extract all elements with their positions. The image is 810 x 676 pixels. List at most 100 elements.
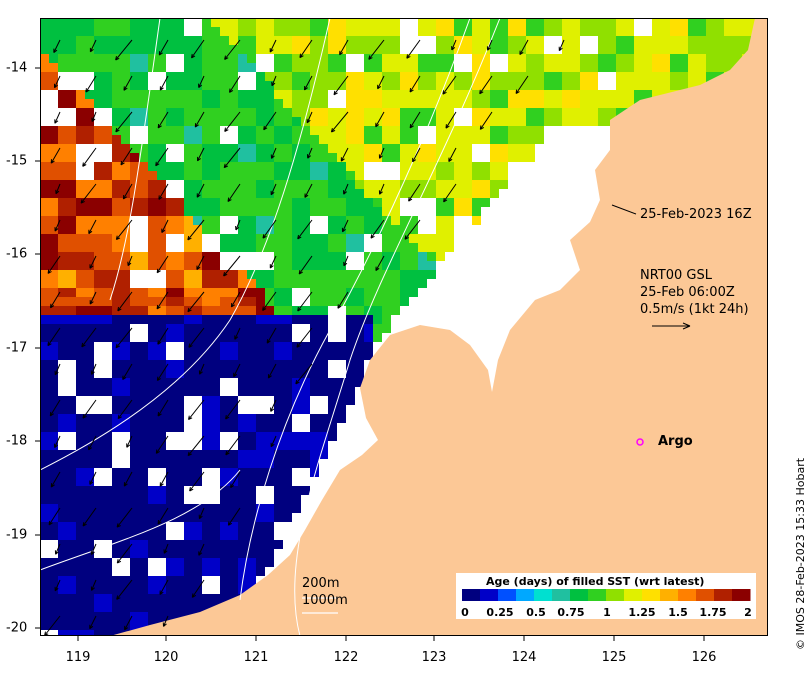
sst-cell xyxy=(193,162,202,171)
sst-cell xyxy=(265,369,274,378)
sst-cell xyxy=(40,54,49,63)
sst-cell xyxy=(112,522,121,531)
sst-cell xyxy=(355,81,364,90)
sst-cell xyxy=(265,549,274,558)
sst-cell xyxy=(193,306,202,315)
sst-cell xyxy=(301,135,310,144)
sst-cell xyxy=(238,333,247,342)
sst-cell xyxy=(175,72,184,81)
sst-cell xyxy=(229,108,238,117)
sst-cell xyxy=(49,288,58,297)
sst-cell xyxy=(373,36,382,45)
sst-cell xyxy=(229,72,238,81)
sst-cell xyxy=(202,396,211,405)
sst-cell xyxy=(310,333,319,342)
sst-cell xyxy=(328,432,337,441)
sst-cell xyxy=(364,18,373,27)
sst-cell xyxy=(220,522,229,531)
sst-cell xyxy=(85,522,94,531)
sst-cell xyxy=(85,297,94,306)
sst-cell xyxy=(166,252,175,261)
sst-cell xyxy=(292,171,301,180)
sst-cell xyxy=(49,18,58,27)
sst-cell xyxy=(391,279,400,288)
sst-cell xyxy=(319,324,328,333)
current-arrow xyxy=(50,147,61,164)
sst-cell xyxy=(382,81,391,90)
sst-cell xyxy=(40,306,49,315)
sst-cell xyxy=(40,162,49,171)
sst-cell xyxy=(112,135,121,144)
sst-cell xyxy=(58,585,67,594)
sst-cell xyxy=(256,144,265,153)
sst-cell xyxy=(193,279,202,288)
sst-cell xyxy=(229,351,238,360)
sst-cell xyxy=(40,324,49,333)
sst-cell xyxy=(364,117,373,126)
sst-cell xyxy=(193,603,202,612)
sst-cell xyxy=(652,90,661,99)
sst-cell xyxy=(229,459,238,468)
sst-cell xyxy=(625,63,634,72)
sst-cell xyxy=(346,108,355,117)
sst-cell xyxy=(364,297,373,306)
sst-cell xyxy=(49,360,58,369)
sst-cell xyxy=(373,279,382,288)
sst-cell xyxy=(337,117,346,126)
sst-cell xyxy=(229,324,238,333)
sst-cell xyxy=(85,135,94,144)
sst-cell xyxy=(85,117,94,126)
sst-cell xyxy=(283,423,292,432)
sst-cell xyxy=(139,486,148,495)
sst-cell xyxy=(175,261,184,270)
sst-cell xyxy=(193,450,202,459)
sst-cell xyxy=(40,63,49,72)
sst-cell xyxy=(445,207,454,216)
sst-cell xyxy=(166,423,175,432)
sst-cell xyxy=(157,216,166,225)
sst-cell xyxy=(445,54,454,63)
sst-cell xyxy=(301,378,310,387)
colorbar-tick-label: 1.5 xyxy=(668,606,688,619)
sst-cell xyxy=(481,162,490,171)
sst-cell xyxy=(445,90,454,99)
sst-cell xyxy=(337,252,346,261)
sst-cell xyxy=(292,117,301,126)
sst-cell xyxy=(697,18,706,27)
y-tick-label: -19 xyxy=(6,527,28,543)
sst-cell xyxy=(103,567,112,576)
sst-cell xyxy=(166,540,175,549)
sst-cell xyxy=(121,252,130,261)
sst-cell xyxy=(166,225,175,234)
sst-cell xyxy=(130,207,139,216)
sst-cell xyxy=(490,126,499,135)
sst-cell xyxy=(265,171,274,180)
argo-marker[interactable] xyxy=(636,438,644,446)
sst-cell xyxy=(40,36,49,45)
sst-cell xyxy=(103,612,112,621)
sst-cell xyxy=(400,72,409,81)
sst-cell xyxy=(130,504,139,513)
sst-cell xyxy=(157,288,166,297)
sst-cell xyxy=(40,396,49,405)
sst-cell xyxy=(85,243,94,252)
sst-cell xyxy=(229,486,238,495)
sst-cell xyxy=(238,27,247,36)
sst-cell xyxy=(301,99,310,108)
sst-cell xyxy=(427,81,436,90)
sst-cell xyxy=(526,63,535,72)
y-tick-label: -18 xyxy=(6,433,28,449)
sst-cell xyxy=(139,441,148,450)
sst-cell xyxy=(76,108,85,117)
sst-cell xyxy=(121,522,130,531)
sst-cell xyxy=(247,576,256,585)
sst-cell xyxy=(139,144,148,153)
sst-cell xyxy=(373,18,382,27)
sst-cell xyxy=(265,477,274,486)
sst-cell xyxy=(310,423,319,432)
sst-cell xyxy=(364,288,373,297)
sst-cell xyxy=(229,279,238,288)
sst-cell xyxy=(247,234,256,243)
sst-cell xyxy=(274,90,283,99)
sst-cell xyxy=(139,162,148,171)
